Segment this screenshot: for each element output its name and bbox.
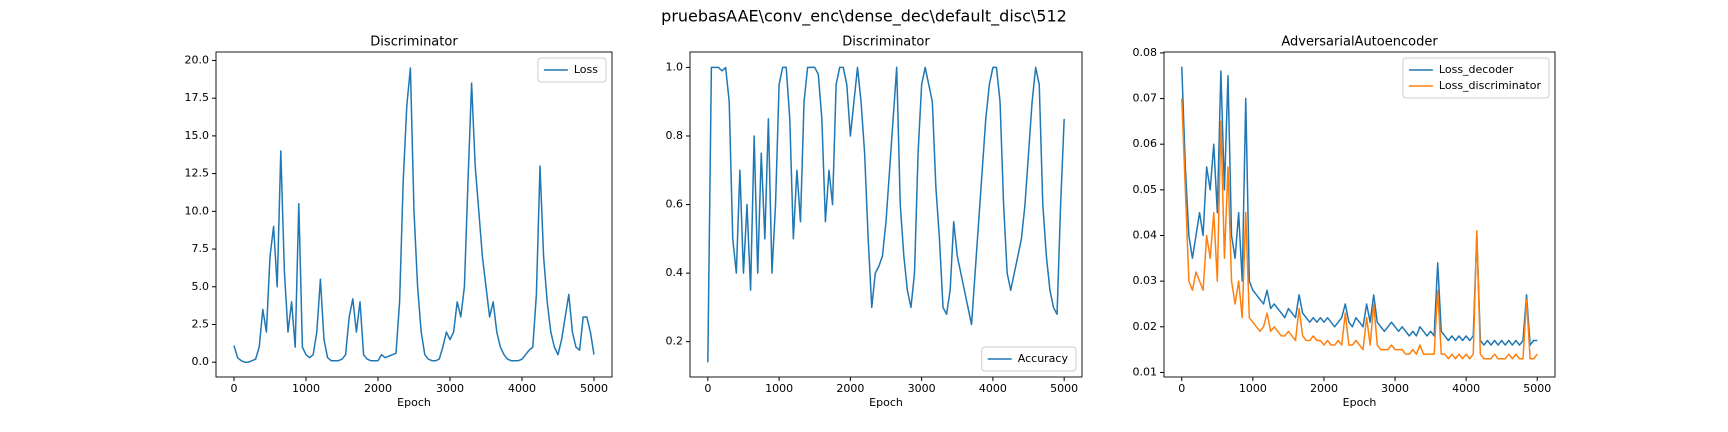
x-tick-label: 3000	[908, 382, 936, 395]
axes-frame	[1163, 51, 1556, 378]
y-tick-label: 0.06	[1133, 137, 1158, 150]
x-tick-label: 0	[231, 382, 238, 395]
legend-box	[1402, 57, 1550, 99]
y-tick-label: 10.0	[185, 204, 210, 217]
x-tick-label: 5000	[1050, 382, 1078, 395]
x-tick-label: 4000	[1452, 382, 1480, 395]
x-tick-label: 0	[704, 382, 711, 395]
y-tick-label: 2.5	[192, 317, 210, 330]
x-tick-label: 5000	[580, 382, 608, 395]
legend: Loss	[537, 57, 607, 83]
legend: Accuracy	[981, 346, 1077, 372]
x-tick-label: 3000	[1381, 382, 1409, 395]
subplot-title: Discriminator	[842, 35, 930, 50]
x-tick-label: 1000	[765, 382, 793, 395]
x-tick-label: 4000	[508, 382, 536, 395]
subplot: Discriminator Epoch 0 1000 2000 3000 4000 5000 0…	[185, 35, 613, 409]
y-tick-label: 0.07	[1133, 92, 1158, 105]
plot-area	[233, 67, 595, 363]
plot-area	[707, 66, 1065, 363]
x-axis-label: Epoch	[1343, 396, 1377, 409]
x-tick-label: 2000	[836, 382, 864, 395]
legend-label: Loss_discriminator	[1439, 79, 1542, 92]
x-tick-label: 1000	[1239, 382, 1267, 395]
data-line	[1181, 98, 1538, 360]
legend-box	[981, 346, 1077, 372]
y-tick-label: 0.04	[1133, 228, 1158, 241]
plot-area	[1181, 66, 1538, 360]
y-tick-label: 0.4	[666, 266, 684, 279]
subplot: Discriminator Epoch 0 1000 2000 3000 4000 5000 0…	[666, 35, 1083, 409]
x-tick-label: 3000	[436, 382, 464, 395]
legend-label: Accuracy	[1018, 352, 1069, 365]
y-tick-label: 0.02	[1133, 320, 1158, 333]
axes-frame	[689, 51, 1083, 378]
x-tick-label: 0	[1178, 382, 1185, 395]
axes-frame	[215, 51, 613, 378]
x-axis-label: Epoch	[869, 396, 903, 409]
y-tick-label: 0.8	[666, 129, 684, 142]
y-tick-label: 0.03	[1133, 274, 1158, 287]
x-tick-label: 5000	[1523, 382, 1551, 395]
x-tick-label: 2000	[364, 382, 392, 395]
x-tick-label: 2000	[1310, 382, 1338, 395]
data-line	[233, 67, 595, 363]
y-tick-label: 5.0	[192, 280, 210, 293]
figure-title: pruebasAAE\conv_enc\dense_dec\default_di…	[661, 7, 1067, 27]
subplot-title: Discriminator	[370, 35, 458, 50]
subplot: AdversarialAutoencoder Epoch 0 1000 2000 3000…	[1133, 35, 1556, 409]
y-tick-label: 7.5	[192, 242, 210, 255]
y-tick-label: 20.0	[185, 53, 210, 66]
y-tick-label: 0.01	[1133, 365, 1158, 378]
legend-label: Loss_decoder	[1439, 63, 1514, 76]
y-tick-label: 1.0	[666, 60, 684, 73]
y-tick-label: 0.05	[1133, 183, 1158, 196]
x-tick-label: 1000	[292, 382, 320, 395]
data-line	[707, 66, 1065, 363]
x-axis-label: Epoch	[397, 396, 431, 409]
x-tick-label: 4000	[979, 382, 1007, 395]
legend: Loss_decoder Loss_discriminator	[1402, 57, 1550, 99]
legend-box	[537, 57, 607, 83]
y-tick-label: 15.0	[185, 129, 210, 142]
y-tick-label: 0.08	[1133, 46, 1158, 59]
y-tick-label: 17.5	[185, 91, 210, 104]
y-tick-label: 0.2	[666, 335, 684, 348]
subplot-title: AdversarialAutoencoder	[1281, 35, 1438, 50]
legend-label: Loss	[574, 63, 598, 76]
y-tick-label: 12.5	[185, 167, 210, 180]
y-tick-label: 0.6	[666, 198, 684, 211]
y-tick-label: 0.0	[192, 355, 210, 368]
